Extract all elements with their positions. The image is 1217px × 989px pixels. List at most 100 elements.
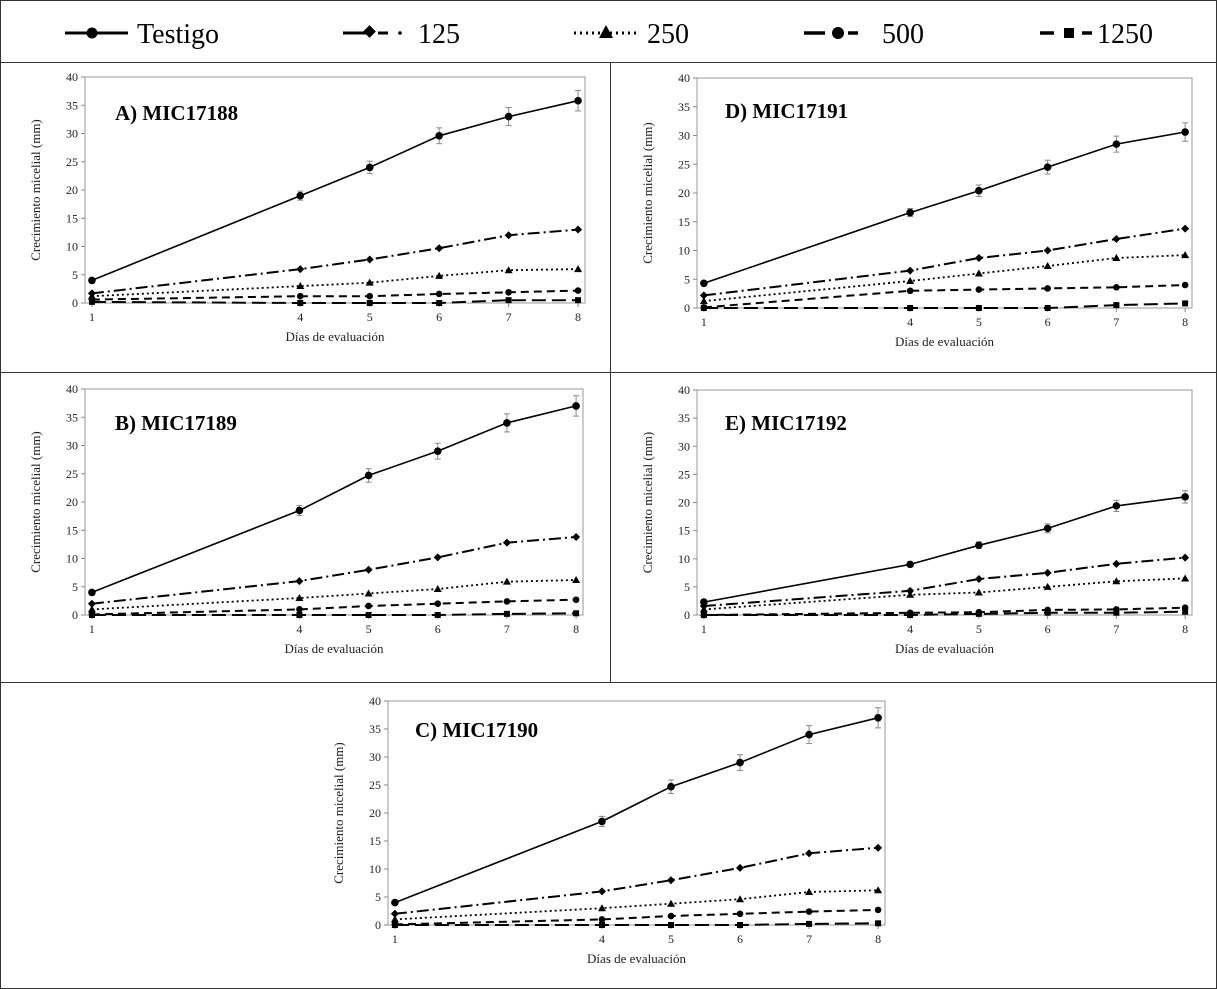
series-line: [394, 922, 879, 926]
series-line: [394, 908, 879, 926]
y-tick-label: 0: [72, 296, 78, 310]
data-point: [1112, 253, 1121, 261]
y-tick-label: 0: [684, 301, 690, 315]
series-testigo: [700, 490, 1189, 606]
data-point: [699, 291, 708, 300]
data-point: [575, 297, 582, 304]
chart-panel-d: 0 5 10 15 20 25 30 35 40 1 4 5 6 7 8 Días de evaluación…: [640, 71, 1193, 349]
data-point: [573, 610, 580, 617]
data-point: [1043, 524, 1052, 533]
circle-marker-icon: [832, 27, 844, 39]
x-tick-label: 7: [806, 932, 812, 946]
y-tick-label: 35: [678, 411, 690, 425]
x-tick-label: 7: [506, 310, 512, 324]
data-point: [364, 565, 373, 574]
data-point: [88, 588, 96, 597]
legend-label: Testigo: [137, 19, 219, 50]
data-point: [699, 297, 708, 305]
series-1250: [88, 610, 580, 618]
legend-item-125: 125: [343, 19, 460, 50]
data-point: [1113, 284, 1120, 291]
y-tick-label: 40: [369, 694, 381, 708]
data-point: [433, 447, 442, 455]
chart-panel-a: 0 5 10 15 20 25 30 35 40 1 4 5 6 7 8 Días de evaluación…: [28, 70, 586, 344]
x-tick-label: 6: [737, 932, 743, 946]
data-point: [366, 292, 374, 300]
data-point: [806, 920, 813, 927]
data-point: [874, 714, 882, 722]
y-tick-label: 10: [678, 244, 690, 258]
data-point: [1112, 577, 1121, 585]
data-point: [391, 898, 399, 907]
data-point: [1181, 224, 1190, 233]
data-point: [87, 599, 96, 608]
data-point: [598, 817, 606, 826]
data-point: [1044, 609, 1051, 616]
y-tick-label: 25: [66, 155, 78, 169]
x-tick-label: 8: [575, 310, 581, 324]
data-point: [505, 288, 512, 296]
y-tick-label: 30: [66, 439, 78, 453]
data-point: [805, 887, 814, 895]
data-point: [736, 895, 745, 903]
y-tick-label: 25: [369, 778, 381, 792]
data-point: [700, 279, 708, 288]
data-point: [906, 266, 915, 275]
data-point: [1043, 582, 1052, 590]
x-tick-label: 6: [435, 622, 441, 636]
y-tick-label: 20: [66, 183, 78, 197]
data-point: [874, 886, 883, 894]
data-point: [805, 730, 813, 739]
y-tick-label: 40: [678, 383, 690, 397]
data-point: [598, 916, 606, 923]
data-point: [88, 298, 95, 305]
y-tick-label: 15: [678, 215, 690, 229]
data-point: [906, 287, 914, 295]
data-point: [1181, 281, 1189, 289]
x-tick-label: 4: [296, 622, 302, 636]
chart-title: B) MIC17189: [115, 411, 237, 435]
diamond-marker-icon: [363, 25, 376, 38]
y-tick-label: 15: [369, 834, 381, 848]
data-point: [390, 909, 399, 918]
y-tick-label: 20: [678, 496, 690, 510]
y-axis-title: Crecimiento micelial (mm): [28, 431, 43, 573]
data-point: [1181, 574, 1190, 582]
y-tick-label: 40: [66, 70, 78, 84]
series-125: [87, 225, 583, 298]
data-point: [1181, 128, 1189, 136]
series-line: [703, 606, 1186, 616]
y-tick-label: 15: [66, 523, 78, 537]
y-tick-label: 5: [375, 890, 381, 904]
series-125: [699, 224, 1190, 300]
data-point: [1112, 502, 1121, 510]
y-tick-label: 25: [678, 157, 690, 171]
data-point: [503, 598, 511, 605]
data-point: [1043, 568, 1052, 577]
chart-panel-b: 0 5 10 15 20 25 30 35 40 1 4 5 6 7 8 Días de evaluación…: [28, 382, 584, 656]
data-point: [700, 612, 707, 618]
series-1250: [700, 300, 1189, 311]
y-tick-label: 10: [66, 240, 78, 254]
square-marker-icon: [1064, 28, 1074, 38]
legend-label: 125: [418, 19, 460, 50]
series-line: [703, 254, 1186, 302]
series-line: [91, 405, 577, 594]
data-point: [365, 278, 374, 286]
x-tick-label: 4: [907, 622, 913, 636]
x-tick-label: 1: [701, 315, 707, 329]
y-tick-label: 30: [678, 439, 690, 453]
data-point: [906, 276, 915, 284]
data-point: [1113, 609, 1120, 616]
data-point: [574, 265, 583, 273]
y-tick-label: 30: [66, 127, 78, 141]
data-point: [974, 269, 983, 277]
data-point: [1112, 235, 1121, 243]
circle-marker-icon: [86, 27, 98, 39]
data-point: [434, 600, 442, 607]
y-tick-label: 30: [678, 129, 690, 143]
x-tick-label: 4: [297, 310, 303, 324]
series-line: [91, 598, 577, 616]
y-tick-label: 5: [684, 272, 690, 286]
